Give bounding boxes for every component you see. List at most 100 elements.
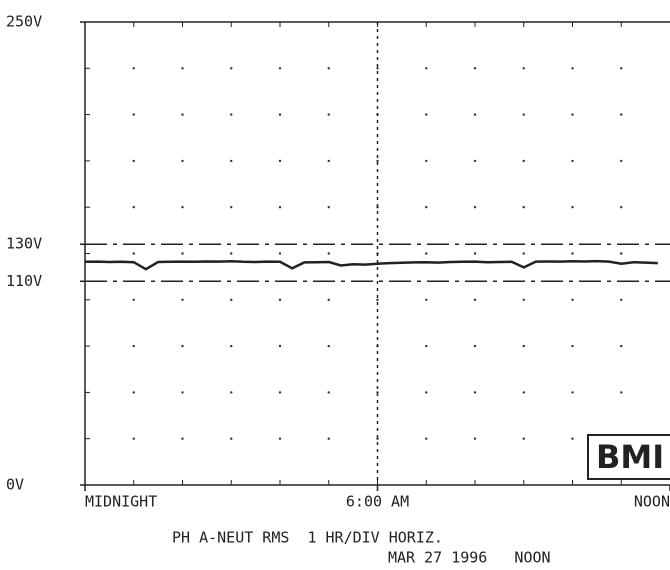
grid-dot bbox=[425, 344, 428, 348]
caption: PH A-NEUT RMS 1 HR/DIV HORIZ. bbox=[172, 529, 443, 547]
grid-dot bbox=[425, 159, 428, 163]
grid-dot bbox=[327, 391, 330, 394]
grid-dot bbox=[473, 67, 477, 70]
grid-dot bbox=[278, 344, 282, 348]
y-tick-label: 250V bbox=[6, 13, 42, 31]
grid-dot bbox=[327, 344, 330, 348]
grid-dot bbox=[473, 113, 477, 116]
grid-dot bbox=[620, 206, 623, 209]
grid-dot bbox=[327, 113, 330, 116]
grid-dot bbox=[522, 437, 525, 440]
x-tick-label: MIDNIGHT bbox=[85, 493, 157, 511]
grid-dot bbox=[376, 67, 379, 70]
grid-dot bbox=[327, 67, 330, 70]
grid-dot bbox=[620, 67, 623, 70]
grid-dot bbox=[571, 391, 574, 394]
grid-dot bbox=[278, 437, 282, 440]
grid-dot bbox=[230, 437, 233, 440]
grid-dot bbox=[571, 252, 574, 255]
grid-dot bbox=[571, 298, 574, 301]
x-tick-label: 6:00 AM bbox=[346, 493, 409, 511]
grid-dot bbox=[230, 206, 233, 209]
grid-dot bbox=[278, 391, 282, 394]
grid-dot bbox=[522, 113, 525, 116]
grid-dot bbox=[571, 113, 574, 116]
grid-dot bbox=[425, 67, 428, 70]
grid-dot bbox=[132, 252, 135, 255]
grid-dot bbox=[181, 437, 184, 440]
grid-dot bbox=[473, 344, 477, 348]
logo: BMI bbox=[596, 438, 664, 476]
y-tick-label: 130V bbox=[6, 235, 42, 253]
grid-dot bbox=[181, 67, 184, 70]
grid-dot bbox=[181, 391, 184, 394]
grid-dot bbox=[181, 159, 184, 163]
grid-dot bbox=[327, 298, 330, 301]
grid-dot bbox=[571, 67, 574, 70]
grid-dot bbox=[132, 298, 135, 301]
grid-dot bbox=[132, 391, 135, 394]
grid-dot bbox=[230, 298, 233, 301]
caption: MAR 27 1996 NOON bbox=[388, 549, 551, 567]
grid-dot bbox=[181, 206, 184, 209]
grid-dot bbox=[522, 67, 525, 70]
grid-dot bbox=[327, 252, 330, 255]
grid-dot bbox=[425, 391, 428, 394]
grid-dot bbox=[522, 206, 525, 209]
grid-dot bbox=[230, 391, 233, 394]
data-line bbox=[84, 259, 658, 271]
grid-dot bbox=[571, 437, 574, 440]
grid-dot bbox=[620, 391, 623, 394]
grid-dot bbox=[473, 159, 477, 163]
grid-dot bbox=[620, 298, 623, 301]
y-tick-label: 0V bbox=[6, 476, 24, 494]
grid-dot bbox=[376, 391, 379, 394]
grid-dot bbox=[132, 113, 135, 116]
grid-dot bbox=[230, 252, 233, 255]
grid-dot bbox=[230, 344, 233, 348]
grid-dot bbox=[522, 159, 525, 163]
grid-dot bbox=[620, 252, 623, 255]
grid-dot bbox=[522, 391, 525, 394]
grid-dot bbox=[473, 206, 477, 209]
grid-dot bbox=[181, 344, 184, 348]
x-tick-label: NOON bbox=[634, 493, 670, 511]
grid-dot bbox=[620, 159, 623, 163]
grid-dot bbox=[327, 437, 330, 440]
grid-dot bbox=[473, 252, 477, 255]
grid-dot bbox=[327, 159, 330, 163]
y-tick-label: 110V bbox=[6, 272, 42, 290]
grid-dot bbox=[571, 206, 574, 209]
grid-dot bbox=[473, 437, 477, 440]
grid-dot bbox=[230, 67, 233, 70]
grid-dot bbox=[522, 298, 525, 301]
grid-dot bbox=[473, 298, 477, 301]
grid-dot bbox=[278, 67, 282, 70]
grid-dot bbox=[376, 298, 379, 301]
grid-dot bbox=[425, 113, 428, 116]
grid-dot bbox=[230, 113, 233, 116]
grid-dot bbox=[278, 159, 282, 163]
grid-dot bbox=[132, 159, 135, 163]
grid-dot bbox=[327, 206, 330, 209]
grid-dot bbox=[278, 298, 282, 301]
grid-dot bbox=[278, 113, 282, 116]
grid-dot bbox=[181, 298, 184, 301]
grid-dot bbox=[620, 344, 623, 348]
grid-dot bbox=[473, 391, 477, 394]
grid-dot bbox=[181, 252, 184, 255]
grid-dot bbox=[522, 344, 525, 348]
grid-dot bbox=[425, 298, 428, 301]
grid-dot bbox=[376, 159, 379, 163]
grid-dot bbox=[132, 206, 135, 209]
grid-dot bbox=[132, 67, 135, 70]
grid-dot bbox=[278, 206, 282, 209]
grid-dot bbox=[571, 344, 574, 348]
grid-dot bbox=[522, 252, 525, 255]
grid-dot bbox=[278, 252, 282, 255]
grid-dot bbox=[425, 437, 428, 440]
grid-dot bbox=[376, 437, 379, 440]
grid-dot bbox=[425, 252, 428, 255]
